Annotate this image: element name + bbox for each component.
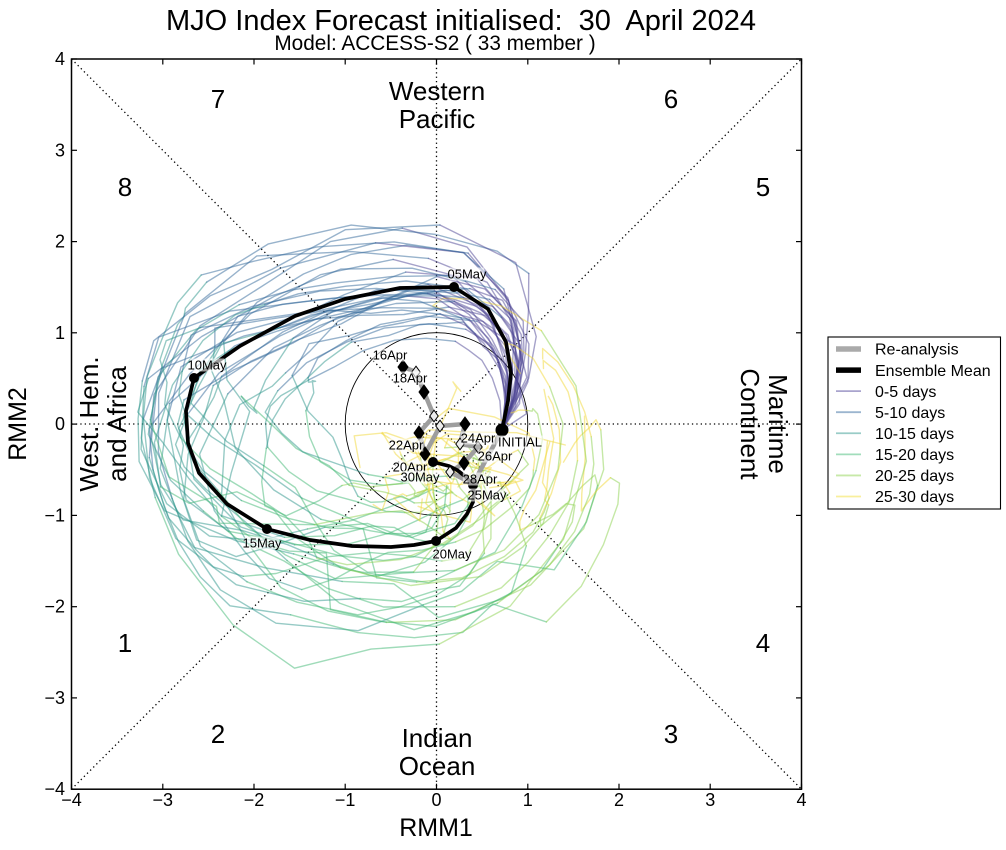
svg-text:15-20 days: 15-20 days xyxy=(875,447,954,464)
svg-text:0: 0 xyxy=(55,414,65,434)
svg-text:3: 3 xyxy=(705,790,715,810)
svg-text:Western: Western xyxy=(389,76,485,106)
svg-text:1: 1 xyxy=(118,628,132,658)
svg-text:20-25 days: 20-25 days xyxy=(875,468,954,485)
svg-text:Continent: Continent xyxy=(735,368,765,480)
svg-text:24Apr: 24Apr xyxy=(461,431,496,446)
svg-text:10May: 10May xyxy=(187,358,227,373)
svg-text:RMM1: RMM1 xyxy=(399,814,473,842)
svg-text:26Apr: 26Apr xyxy=(478,449,513,464)
svg-text:6: 6 xyxy=(664,84,678,114)
svg-text:RMM2: RMM2 xyxy=(4,387,32,461)
svg-text:2: 2 xyxy=(211,719,225,749)
svg-text:0: 0 xyxy=(431,790,441,810)
svg-text:30May: 30May xyxy=(400,470,440,485)
svg-text:7: 7 xyxy=(211,84,225,114)
svg-text:−1: −1 xyxy=(44,505,65,525)
svg-text:1: 1 xyxy=(55,323,65,343)
svg-text:and Africa: and Africa xyxy=(102,366,132,482)
svg-text:−3: −3 xyxy=(153,790,174,810)
svg-text:5-10 days: 5-10 days xyxy=(875,405,945,422)
svg-text:−1: −1 xyxy=(335,790,356,810)
svg-text:−4: −4 xyxy=(61,790,82,810)
svg-text:28Apr: 28Apr xyxy=(463,472,498,487)
svg-text:West. Hem.: West. Hem. xyxy=(74,356,104,491)
svg-text:−4: −4 xyxy=(44,779,65,799)
svg-text:10-15 days: 10-15 days xyxy=(875,426,954,443)
svg-text:Ensemble Mean: Ensemble Mean xyxy=(875,363,991,380)
svg-text:20May: 20May xyxy=(432,547,472,562)
svg-text:3: 3 xyxy=(664,719,678,749)
svg-text:2: 2 xyxy=(55,232,65,252)
svg-text:−2: −2 xyxy=(244,790,265,810)
svg-text:1: 1 xyxy=(523,790,533,810)
svg-text:15May: 15May xyxy=(242,536,282,551)
svg-text:MJO Index Forecast initialised: MJO Index Forecast initialised: 30 April… xyxy=(166,5,756,37)
svg-text:Re-analysis: Re-analysis xyxy=(875,342,959,359)
svg-text:16Apr: 16Apr xyxy=(373,348,408,363)
svg-text:Indian: Indian xyxy=(402,723,473,753)
svg-text:25-30 days: 25-30 days xyxy=(875,489,954,506)
svg-text:8: 8 xyxy=(118,172,132,202)
svg-text:Pacific: Pacific xyxy=(399,104,476,134)
svg-text:18Apr: 18Apr xyxy=(393,371,428,386)
svg-text:Model: ACCESS-S2 ( 33 member ): Model: ACCESS-S2 ( 33 member ) xyxy=(274,32,595,55)
svg-text:2: 2 xyxy=(614,790,624,810)
svg-text:Ocean: Ocean xyxy=(399,751,476,781)
svg-text:−3: −3 xyxy=(44,688,65,708)
svg-text:INITIAL: INITIAL xyxy=(498,435,542,450)
svg-text:−2: −2 xyxy=(44,597,65,617)
svg-text:22Apr: 22Apr xyxy=(389,438,424,453)
svg-text:5: 5 xyxy=(756,172,770,202)
svg-text:4: 4 xyxy=(756,628,770,658)
svg-text:4: 4 xyxy=(796,790,806,810)
svg-text:4: 4 xyxy=(55,49,65,69)
svg-text:25May: 25May xyxy=(467,488,507,503)
svg-text:Maritime: Maritime xyxy=(763,374,793,474)
svg-text:3: 3 xyxy=(55,140,65,160)
svg-text:0-5 days: 0-5 days xyxy=(875,384,936,401)
svg-text:05May: 05May xyxy=(447,267,487,282)
